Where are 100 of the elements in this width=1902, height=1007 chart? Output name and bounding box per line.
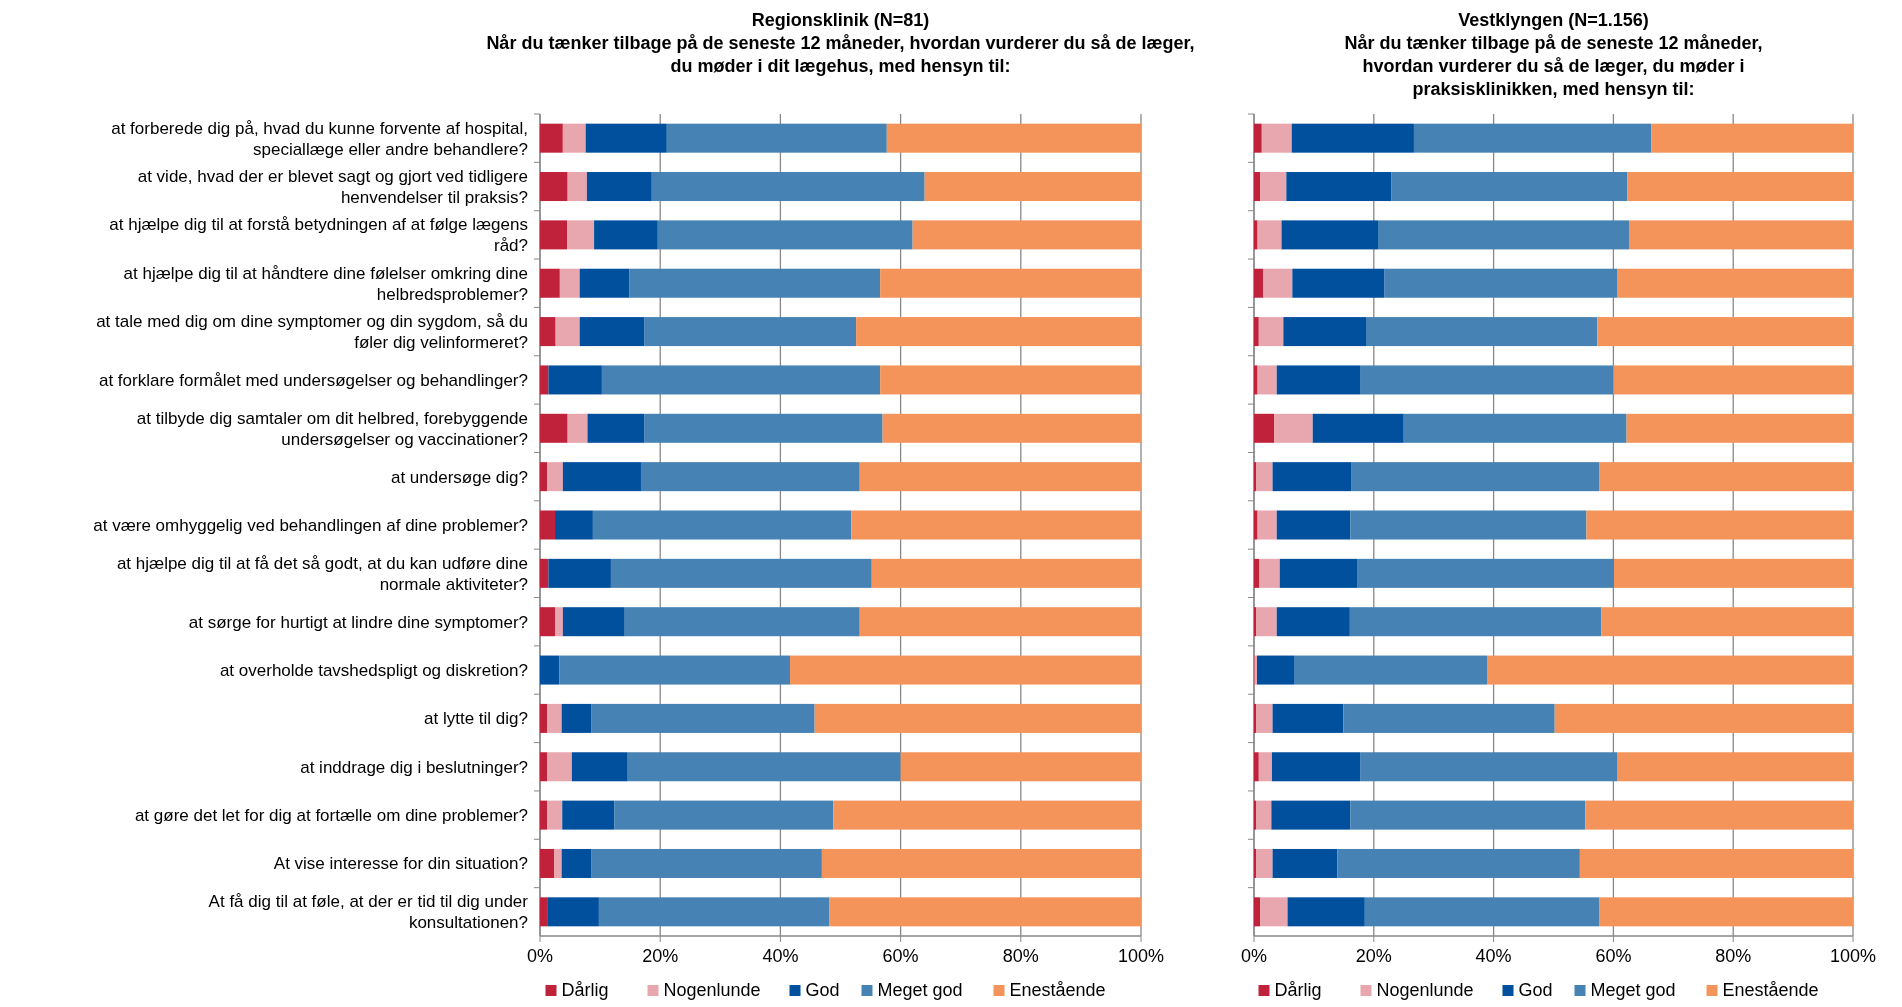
bar <box>554 848 562 878</box>
bar <box>1258 752 1272 782</box>
bar <box>1360 752 1617 782</box>
bar <box>1281 220 1378 250</box>
bar <box>657 220 913 250</box>
bar <box>1276 365 1361 395</box>
y-tick-label: at tilbyde dig samtaler om dit helbred, forebyggende undersøgelser og vaccinationer? <box>136 408 528 449</box>
bar <box>1254 558 1260 588</box>
bar <box>1254 123 1262 153</box>
bar <box>561 848 592 878</box>
bar <box>1384 268 1618 298</box>
bar <box>1292 268 1385 298</box>
bar <box>624 607 860 637</box>
bar <box>540 365 549 395</box>
bar <box>1254 897 1260 927</box>
bar <box>562 462 641 492</box>
bar <box>540 558 549 588</box>
bar <box>833 800 1141 830</box>
bar <box>1613 365 1853 395</box>
bar <box>1616 752 1853 782</box>
y-tick-label: At vise interesse for din situation? <box>273 854 528 874</box>
bar <box>1256 800 1272 830</box>
bar <box>1254 510 1258 540</box>
legend-label: God <box>1518 980 1553 1000</box>
bar <box>587 413 645 443</box>
bar <box>1271 752 1361 782</box>
x-tick-label: 100% <box>1829 946 1877 966</box>
bar <box>1579 848 1853 878</box>
bar <box>912 220 1141 250</box>
bar <box>790 655 1141 685</box>
bar <box>1312 413 1404 443</box>
bar <box>567 413 588 443</box>
chart-subtitle: Når du tænker tilbage på de seneste 12 måneder, hvordan vurderer du så de læger, du møder i praksisklinikken, med hensyn til: <box>1344 33 1763 99</box>
bar <box>1279 558 1358 588</box>
bar <box>924 172 1141 202</box>
bar <box>567 172 587 202</box>
bar <box>562 607 625 637</box>
legend-label: Dårlig <box>1274 980 1322 1000</box>
bar <box>1628 220 1853 250</box>
bar <box>1377 220 1629 250</box>
bar <box>555 317 580 347</box>
bar <box>1262 268 1293 298</box>
bar <box>547 800 563 830</box>
bar <box>579 317 645 347</box>
bar <box>1294 655 1488 685</box>
y-tick-label: at hjælpe dig til at forstå betydningen af at følge lægens råd? <box>109 215 528 256</box>
bar <box>880 268 1141 298</box>
bar <box>1357 558 1614 588</box>
bar <box>1626 413 1853 443</box>
y-tick-label: at hjælpe dig til at håndtere dine følelser omkring dine helbredsproblemer? <box>123 263 528 304</box>
bar <box>610 558 872 588</box>
bar <box>598 897 830 927</box>
bar <box>540 800 548 830</box>
bar <box>1254 172 1260 202</box>
bar <box>644 317 857 347</box>
y-tick-label: at hjælpe dig til at få det så godt, at du kan udføre dine normale aktiviteter? <box>116 553 528 594</box>
bar <box>1601 607 1853 637</box>
bar <box>1614 558 1853 588</box>
bar <box>856 317 1141 347</box>
bar <box>1254 268 1263 298</box>
bar <box>880 365 1141 395</box>
bar <box>882 413 1141 443</box>
bar <box>540 268 560 298</box>
bar <box>1256 703 1273 733</box>
bar <box>540 413 568 443</box>
bar <box>1350 510 1587 540</box>
bar <box>1256 462 1273 492</box>
x-tick-label: 0% <box>1240 946 1268 966</box>
bar <box>540 655 560 685</box>
x-tick-label: 20% <box>642 946 679 966</box>
bar <box>1254 220 1258 250</box>
bar <box>1286 172 1392 202</box>
y-tick-label: at vide, hvad der er blevet sagt og gjort ved tidligere henvendelser til praksis? <box>137 167 528 208</box>
y-tick-label: At få dig til at føle, at der er tid til dig under konsultationen? <box>208 892 529 933</box>
bar <box>1257 365 1277 395</box>
bar <box>1271 800 1351 830</box>
bar <box>1254 752 1259 782</box>
y-tick-label: at sørge for hurtigt at lindre dine symptomer? <box>188 612 528 632</box>
bar <box>1597 317 1853 347</box>
bar <box>601 365 881 395</box>
bar <box>1586 510 1853 540</box>
bar <box>814 703 1141 733</box>
bar <box>1256 655 1295 685</box>
chart-subtitle: Når du tænker tilbage på de seneste 12 måneder, hvordan vurderer du så de læger, du møder i dit lægehus, med hensyn til: <box>486 33 1195 76</box>
bar <box>592 510 852 540</box>
bar <box>1283 317 1367 347</box>
bar <box>1272 848 1338 878</box>
bar <box>1617 268 1853 298</box>
bar <box>1274 413 1313 443</box>
bar <box>859 607 1141 637</box>
x-tick-label: 100% <box>1117 946 1165 966</box>
x-tick-label: 20% <box>1355 946 1392 966</box>
bar <box>1257 220 1282 250</box>
bar <box>1272 462 1352 492</box>
bar <box>859 462 1141 492</box>
bar <box>886 123 1141 153</box>
bar <box>547 703 562 733</box>
bar <box>644 413 883 443</box>
y-tick-label: at undersøge dig? <box>390 467 528 487</box>
bar <box>821 848 1141 878</box>
